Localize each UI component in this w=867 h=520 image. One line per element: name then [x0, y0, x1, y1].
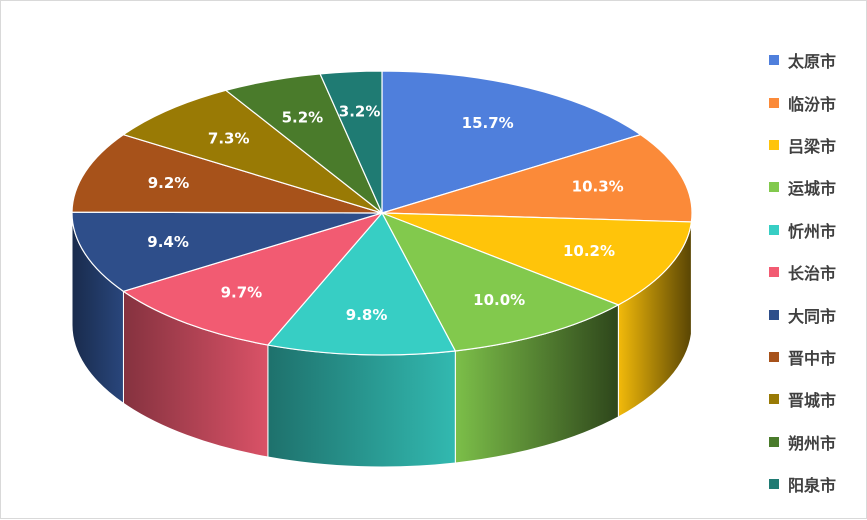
legend-item: 大同市	[769, 293, 864, 335]
legend-item: 运城市	[769, 166, 864, 208]
legend-swatch	[769, 97, 779, 108]
legend-item: 阳泉市	[769, 463, 864, 505]
data-label-朔州市: 5.2%	[282, 109, 324, 127]
legend-label: 吕梁市	[788, 136, 837, 156]
legend-item: 临汾市	[769, 81, 864, 123]
legend-swatch	[769, 55, 779, 66]
data-label-晋中市: 9.2%	[148, 174, 190, 192]
legend-item: 长治市	[769, 251, 864, 293]
legend-label: 阳泉市	[788, 476, 837, 496]
legend-swatch	[769, 267, 779, 278]
legend-label: 太原市	[788, 52, 837, 72]
pie-slice-运城市	[380, 211, 620, 352]
pie-slice-临汾市	[381, 134, 693, 223]
data-label-大同市: 9.4%	[147, 233, 189, 251]
data-label-忻州市: 9.8%	[346, 306, 388, 324]
data-label-吕梁市: 10.2%	[563, 242, 615, 260]
pie-slice-大同市	[71, 211, 383, 292]
pie-sides	[71, 212, 693, 468]
legend-item: 太原市	[769, 39, 864, 81]
legend-swatch	[769, 351, 779, 362]
data-label-运城市: 10.0%	[473, 291, 525, 309]
legend-label: 晋城市	[788, 391, 837, 411]
legend-swatch	[769, 182, 779, 193]
legend-swatch	[769, 436, 779, 447]
pie-slice-吕梁市	[381, 212, 693, 306]
pie-slice-忻州市	[266, 211, 457, 356]
legend-label: 朔州市	[788, 433, 837, 453]
legend-swatch	[769, 394, 779, 405]
pie-slice-长治市	[122, 211, 384, 346]
legend-swatch	[769, 224, 779, 235]
legend-label: 忻州市	[788, 221, 837, 241]
data-label-晋城市: 7.3%	[208, 130, 250, 148]
legend-label: 运城市	[788, 179, 837, 199]
data-label-临汾市: 10.3%	[572, 178, 624, 196]
pie-side-忻州市	[267, 344, 456, 468]
legend-item: 忻州市	[769, 209, 864, 251]
legend-label: 临汾市	[788, 94, 837, 114]
legend-swatch	[769, 309, 779, 320]
pie-slice-阳泉市	[319, 70, 383, 214]
legend-item: 朔州市	[769, 421, 864, 463]
pie-slice-晋城市	[122, 89, 383, 214]
legend-label: 晋中市	[788, 348, 837, 368]
legend-label: 长治市	[788, 264, 837, 284]
pie-slice-太原市	[381, 70, 642, 214]
chart-legend: 太原市临汾市吕梁市运城市忻州市长治市大同市晋中市晋城市朔州市阳泉市	[769, 39, 864, 505]
pie-slices	[71, 70, 693, 356]
legend-label: 大同市	[788, 306, 837, 326]
legend-item: 晋中市	[769, 336, 864, 378]
legend-swatch	[769, 479, 779, 490]
pie-slice-晋中市	[71, 134, 383, 214]
data-label-太原市: 15.7%	[462, 114, 514, 132]
legend-item: 晋城市	[769, 378, 864, 420]
data-label-阳泉市: 3.2%	[339, 102, 381, 120]
pie-data-labels: 15.7% 10.3% 10.2% 10.0% 9.8% 9.7% 9.4% 9.2% 7.3%…	[147, 102, 623, 324]
data-label-长治市: 9.7%	[221, 283, 263, 301]
legend-item: 吕梁市	[769, 124, 864, 166]
legend-swatch	[769, 139, 779, 150]
